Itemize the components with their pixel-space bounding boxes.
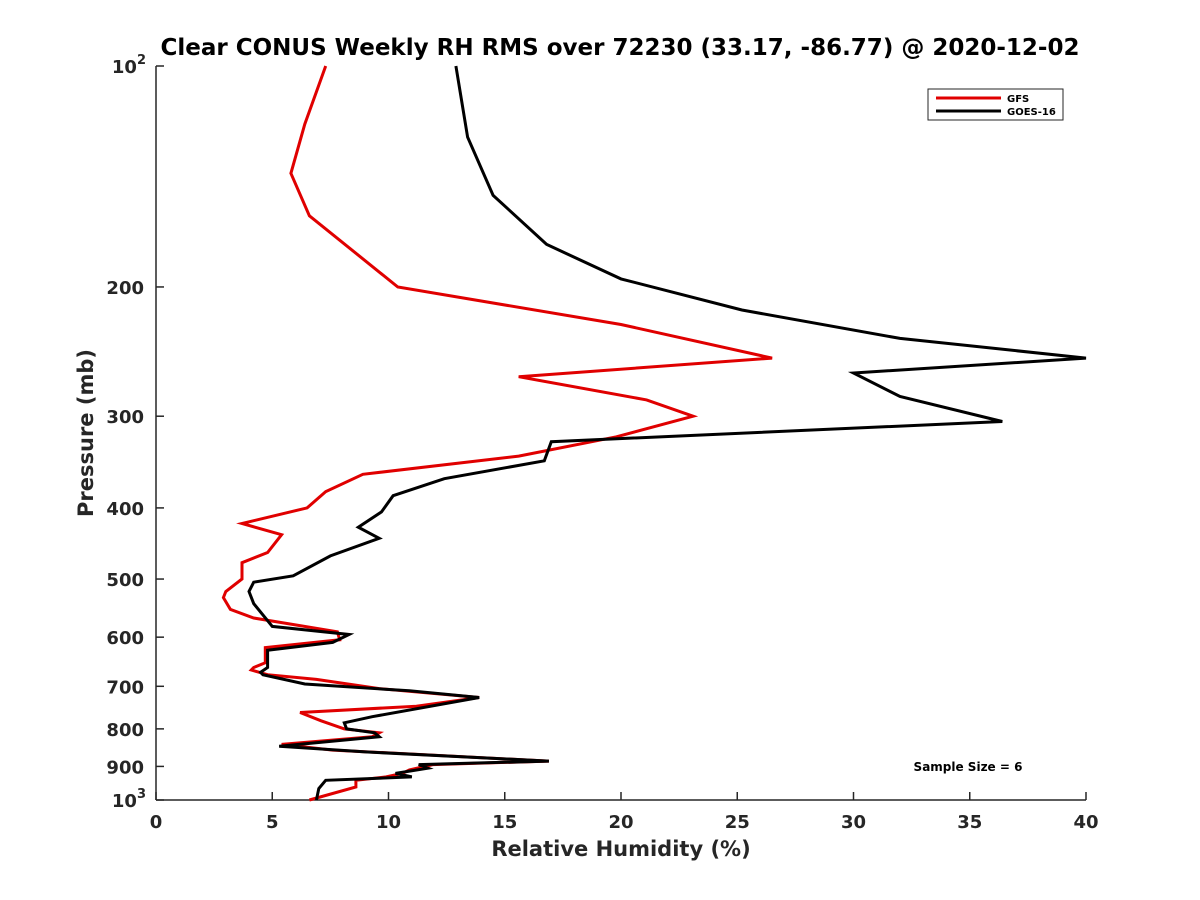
y-tick-label: 200: [106, 278, 144, 299]
x-axis-ticks: 0 5 10 15 20 25 30 35 40: [150, 792, 1099, 833]
y-tick-label: 400: [106, 499, 144, 520]
y-tick-label: 300: [106, 407, 144, 428]
y-axis-label: Pressure (mb): [74, 349, 98, 517]
legend-box: [927, 88, 1064, 121]
y-tick-label: 800: [106, 720, 144, 741]
y-tick-label: 900: [106, 757, 144, 778]
x-tick-label: 10: [376, 812, 401, 833]
sample-size-annotation: Sample Size = 6: [914, 760, 1023, 774]
plot-area: [155, 66, 1086, 801]
y-tick-label: 102: [112, 53, 146, 78]
series-line-gfs: [221, 65, 773, 802]
y-tick-label: 103: [112, 787, 146, 812]
chart-title: Clear CONUS Weekly RH RMS over 72230 (33…: [161, 35, 1080, 61]
x-tick-label: 30: [841, 812, 866, 833]
x-axis-label: Relative Humidity (%): [491, 837, 750, 861]
x-tick-label: 40: [1073, 812, 1098, 833]
legend-label: GFS: [1007, 94, 1029, 105]
x-tick-label: 0: [150, 812, 163, 833]
y-tick-label: 600: [106, 628, 144, 649]
y-axis-ticks: 102 200 300 400 500 600 700 800 900 103: [106, 53, 164, 812]
x-tick-label: 35: [957, 812, 982, 833]
x-tick-label: 25: [725, 812, 750, 833]
x-tick-label: 15: [492, 812, 517, 833]
y-tick-label: 700: [106, 677, 144, 698]
x-tick-label: 5: [266, 812, 279, 833]
series-line-goes-16: [247, 65, 1087, 801]
x-tick-label: 20: [608, 812, 633, 833]
y-tick-label: 500: [106, 570, 144, 591]
series-layer: [221, 65, 1087, 802]
legend: GFS GOES-16: [927, 88, 1064, 121]
legend-label: GOES-16: [1007, 107, 1056, 118]
